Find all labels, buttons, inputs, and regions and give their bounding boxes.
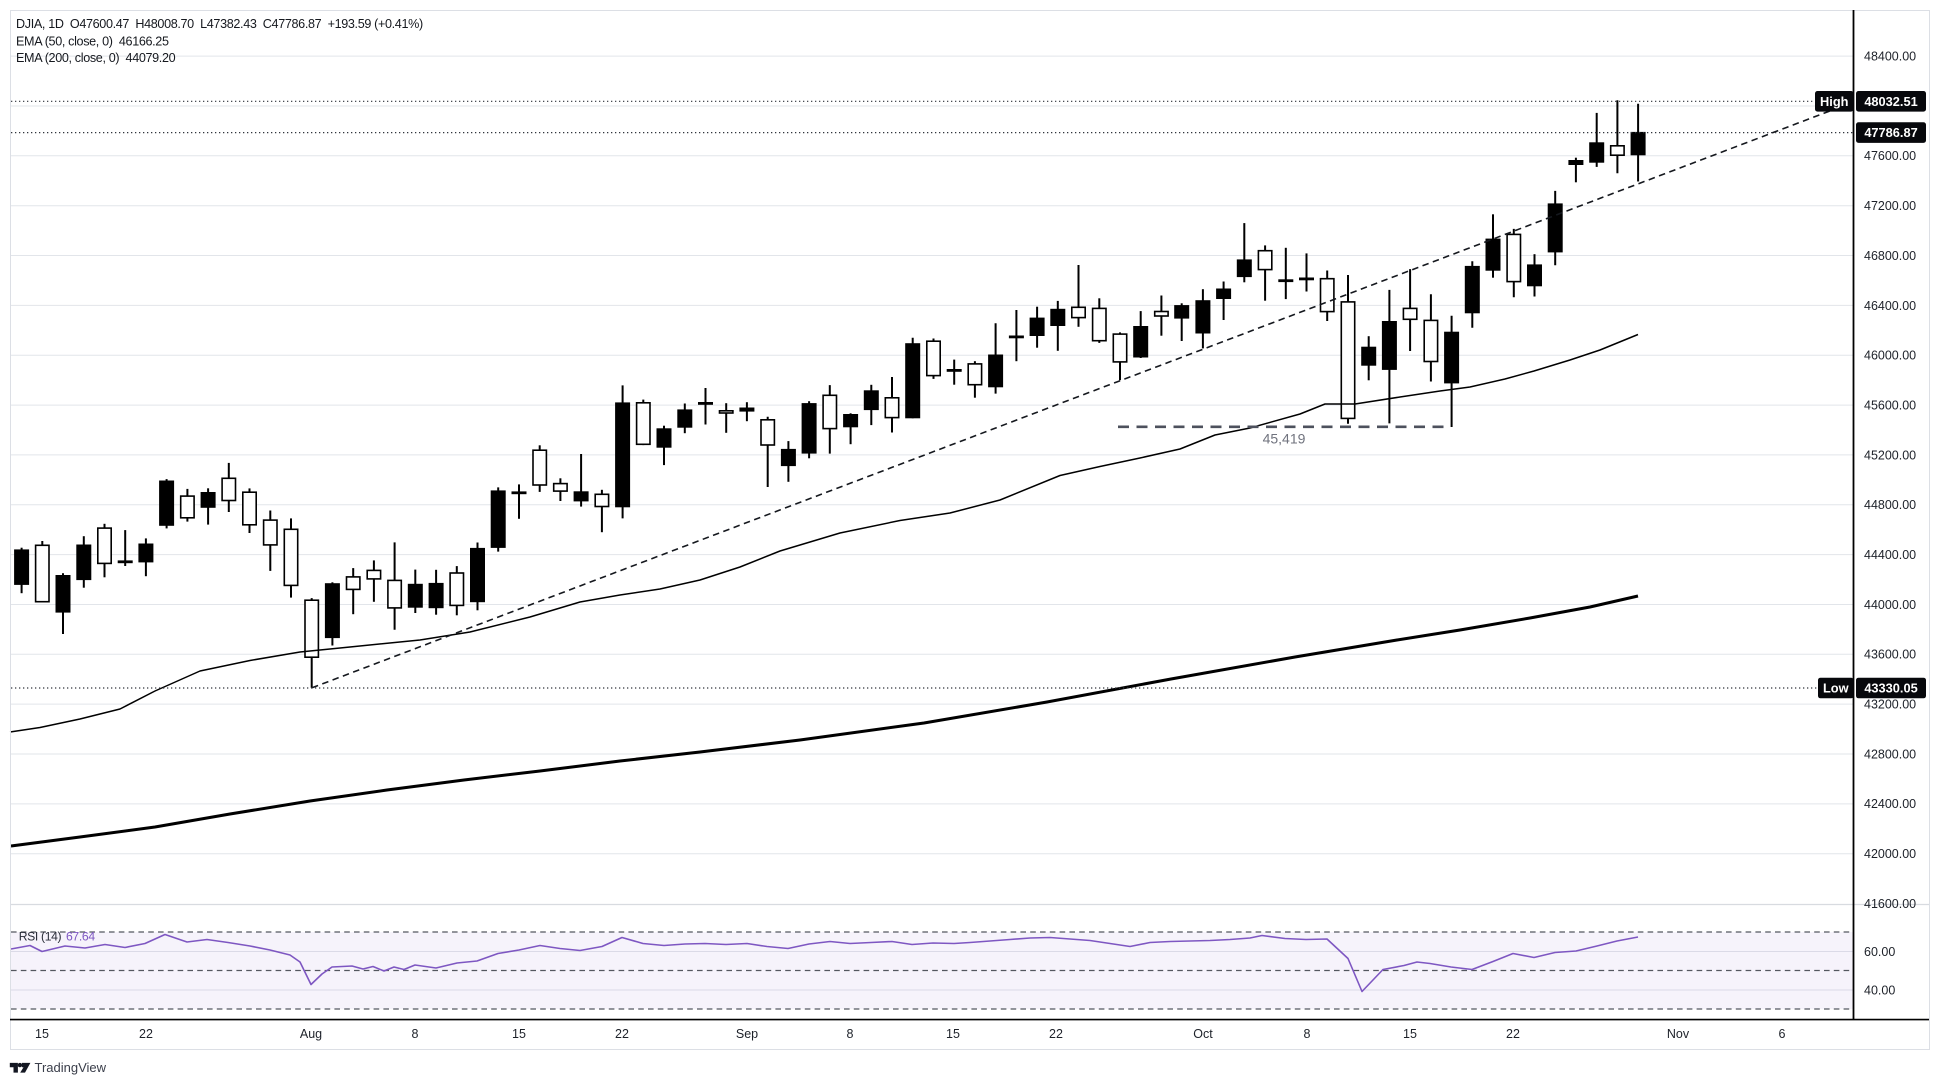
svg-text:48400.00: 48400.00 <box>1864 50 1916 64</box>
svg-text:22: 22 <box>1049 1027 1063 1041</box>
svg-text:44400.00: 44400.00 <box>1864 548 1916 562</box>
svg-text:46800.00: 46800.00 <box>1864 249 1916 263</box>
svg-text:Sep: Sep <box>736 1027 758 1041</box>
svg-text:Low: Low <box>1823 681 1849 696</box>
svg-text:40.00: 40.00 <box>1864 983 1895 997</box>
svg-text:6: 6 <box>1779 1027 1786 1041</box>
svg-text:Nov: Nov <box>1667 1027 1690 1041</box>
svg-text:15: 15 <box>35 1027 49 1041</box>
svg-text:22: 22 <box>139 1027 153 1041</box>
svg-text:46400.00: 46400.00 <box>1864 299 1916 313</box>
svg-text:15: 15 <box>1403 1027 1417 1041</box>
svg-text:47200.00: 47200.00 <box>1864 199 1916 213</box>
svg-text:High: High <box>1820 94 1849 109</box>
svg-text:TradingView: TradingView <box>35 1060 107 1075</box>
svg-text:RSI (14): RSI (14) <box>19 929 62 943</box>
svg-text:DJIA, 1D O47600.47 H48008.70: DJIA, 1D O47600.47 H48008.70 L47382.43 C… <box>16 17 423 31</box>
svg-text:42000.00: 42000.00 <box>1864 847 1916 861</box>
svg-text:46000.00: 46000.00 <box>1864 349 1916 363</box>
svg-text:41600.00: 41600.00 <box>1864 897 1916 911</box>
svg-text:47600.00: 47600.00 <box>1864 149 1916 163</box>
svg-text:45,419: 45,419 <box>1263 431 1306 447</box>
svg-text:45200.00: 45200.00 <box>1864 448 1916 462</box>
svg-text:8: 8 <box>1304 1027 1311 1041</box>
svg-text:47786.87: 47786.87 <box>1864 125 1917 140</box>
svg-text:15: 15 <box>946 1027 960 1041</box>
svg-text:45600.00: 45600.00 <box>1864 398 1916 412</box>
svg-text:22: 22 <box>1506 1027 1520 1041</box>
svg-text:42400.00: 42400.00 <box>1864 797 1916 811</box>
svg-text:EMA (200, close, 0) 44079.20: EMA (200, close, 0) 44079.20 <box>16 51 176 65</box>
svg-text:EMA (50, close, 0) 46166.25: EMA (50, close, 0) 46166.25 <box>16 35 169 49</box>
svg-text:Oct: Oct <box>1193 1027 1213 1041</box>
svg-text:60.00: 60.00 <box>1864 945 1895 959</box>
svg-text:42800.00: 42800.00 <box>1864 747 1916 761</box>
svg-text:43200.00: 43200.00 <box>1864 698 1916 712</box>
svg-text:48032.51: 48032.51 <box>1864 94 1917 109</box>
svg-text:8: 8 <box>412 1027 419 1041</box>
svg-text:43330.05: 43330.05 <box>1864 681 1917 696</box>
svg-text:67.64: 67.64 <box>66 929 95 943</box>
svg-text:44800.00: 44800.00 <box>1864 498 1916 512</box>
svg-text:8: 8 <box>847 1027 854 1041</box>
svg-text:Aug: Aug <box>300 1027 322 1041</box>
svg-text:22: 22 <box>615 1027 629 1041</box>
svg-text:44000.00: 44000.00 <box>1864 598 1916 612</box>
svg-text:43600.00: 43600.00 <box>1864 648 1916 662</box>
svg-text:15: 15 <box>512 1027 526 1041</box>
